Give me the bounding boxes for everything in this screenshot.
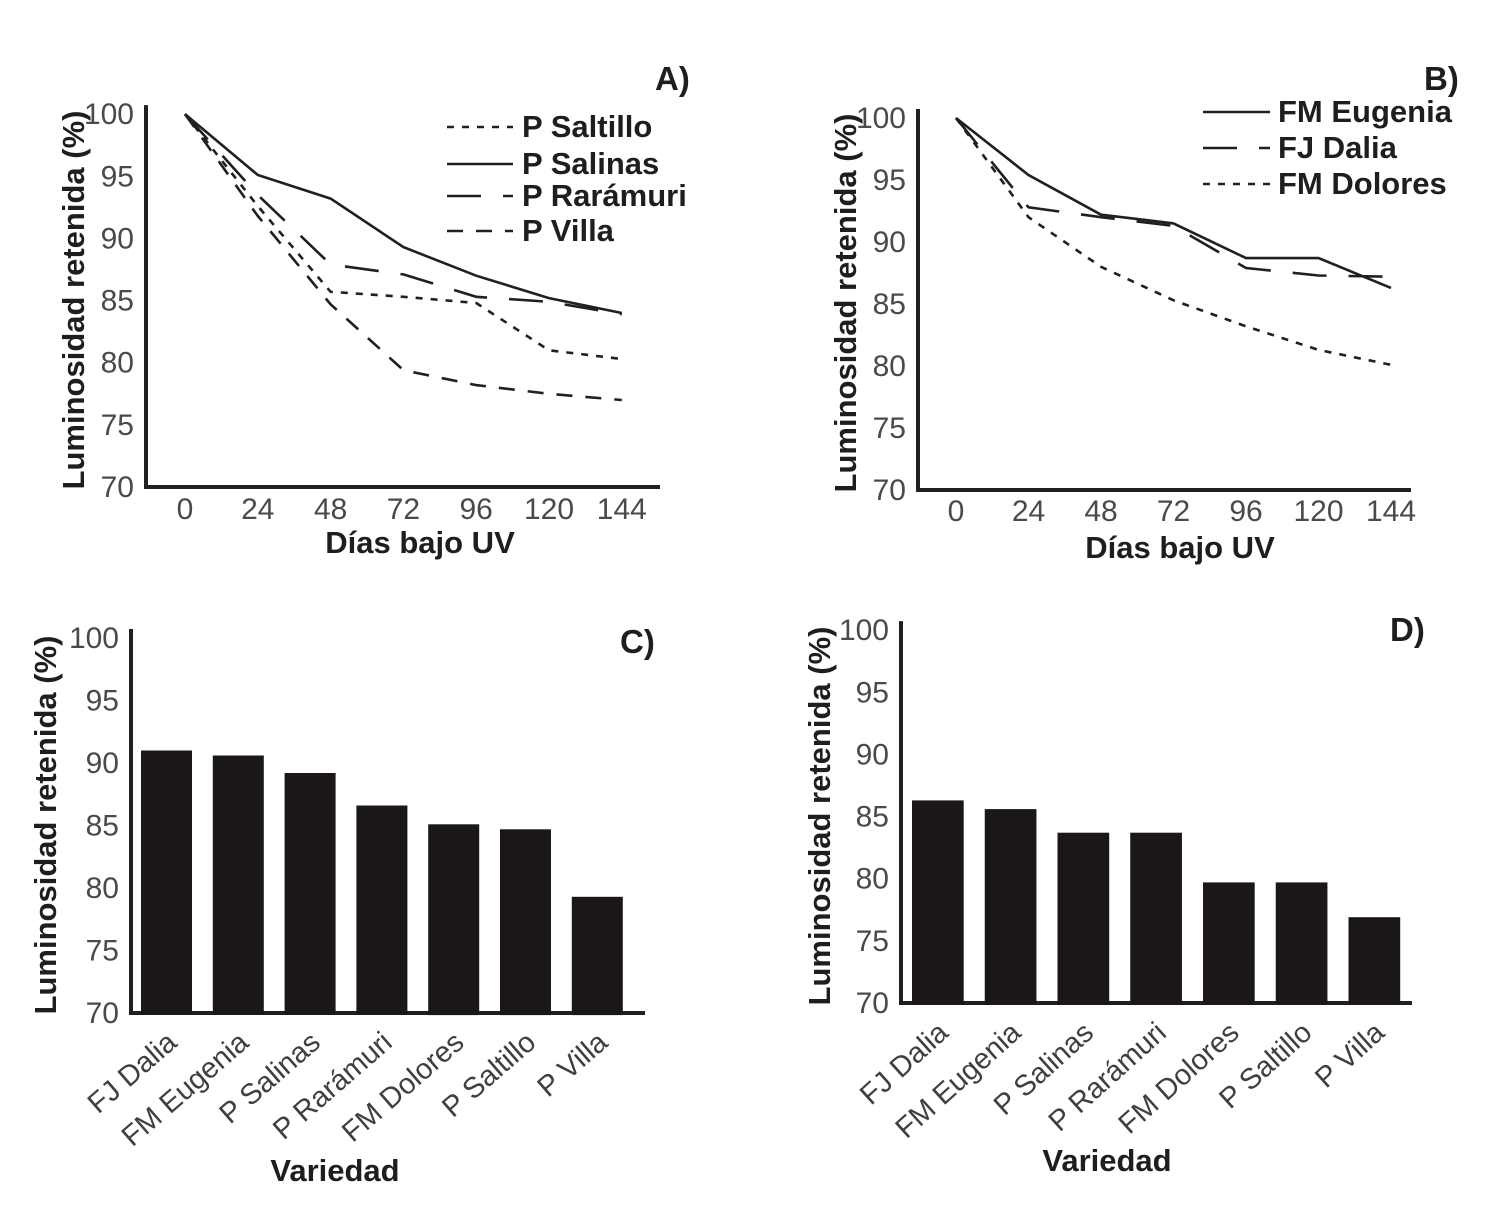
bar-p-rarámuri <box>356 805 408 1015</box>
chart-panel-a: 70 75 80 85 90 95 100 0 24 48 72 96 120 144 P Saltillo… <box>56 60 690 560</box>
x-tick-label: 96 <box>1229 495 1262 528</box>
x-tick-label: 24 <box>241 493 274 526</box>
y-tick-label: 75 <box>873 412 906 445</box>
x-tick-label: 48 <box>1084 495 1117 528</box>
y-tick-label: 100 <box>839 614 889 647</box>
y-tick-label: 90 <box>856 738 889 771</box>
y-tick-label: 100 <box>856 102 906 135</box>
bar-p-salinas <box>284 773 336 1015</box>
y-tick-label: 95 <box>873 164 906 197</box>
series-line-p-saltillo <box>183 113 622 361</box>
y-tick-label: 80 <box>101 347 134 380</box>
bar-p-salinas <box>1057 832 1110 1005</box>
x-tick-label: 72 <box>1157 495 1190 528</box>
y-tick-label: 85 <box>101 285 134 318</box>
legend-label: P Saltillo <box>522 109 652 144</box>
panel-letter: A) <box>655 60 690 97</box>
legend-label: P Villa <box>522 213 615 248</box>
y-tick-label: 75 <box>101 409 134 442</box>
panel-letter: B) <box>1424 60 1459 97</box>
y-tick-label: 85 <box>856 801 889 834</box>
legend-label: FM Eugenia <box>1278 94 1453 129</box>
y-axis-title: Luminosidad retenida (%) <box>828 114 863 493</box>
series-line-p-villa <box>183 113 622 402</box>
x-tick-label: 96 <box>460 493 493 526</box>
panel-letter: C) <box>620 623 655 660</box>
x-tick-label: 0 <box>177 493 194 526</box>
x-category-label: P Villa <box>1309 1016 1391 1095</box>
x-tick-label: 120 <box>524 493 574 526</box>
bar-p-saltillo <box>1275 882 1328 1005</box>
bar-fm-eugenia <box>984 809 1037 1005</box>
x-axis-title: Variedad <box>1042 1143 1171 1178</box>
x-tick-label: 24 <box>1012 495 1045 528</box>
y-tick-label: 95 <box>856 676 889 709</box>
y-tick-label: 70 <box>101 471 134 504</box>
legend-label: P Rarámuri <box>522 178 687 213</box>
bar-fj-dalia <box>141 750 192 1015</box>
y-tick-label: 75 <box>86 935 119 968</box>
y-tick-label: 80 <box>856 863 889 896</box>
x-tick-label: 0 <box>948 495 965 528</box>
y-tick-label: 80 <box>873 350 906 383</box>
x-tick-label: 144 <box>1366 495 1416 528</box>
chart-panel-b: 70 75 80 85 90 95 100 0 24 48 72 96 120 144 FM Eugenia… <box>828 60 1459 565</box>
bar-fm-dolores <box>1203 882 1255 1005</box>
y-tick-label: 90 <box>101 222 134 255</box>
series-line-p-salinas <box>184 113 623 315</box>
legend-label: P Salinas <box>522 146 659 181</box>
x-axis-title: Variedad <box>270 1153 399 1188</box>
x-tick-label: 48 <box>314 493 347 526</box>
y-tick-label: 75 <box>856 925 889 958</box>
y-axis-title: Luminosidad retenida (%) <box>28 636 63 1015</box>
bar-p-villa <box>571 896 623 1016</box>
x-axis-title: Días bajo UV <box>1085 530 1275 565</box>
y-tick-label: 100 <box>84 98 134 131</box>
y-tick-label: 90 <box>86 747 119 780</box>
y-tick-label: 90 <box>873 226 906 259</box>
y-tick-label: 95 <box>86 685 119 718</box>
legend-label: FJ Dalia <box>1278 130 1398 165</box>
bar-p-rarámuri <box>1130 832 1182 1005</box>
y-tick-label: 85 <box>86 810 119 843</box>
x-tick-label: 120 <box>1293 495 1343 528</box>
series-line-fm-dolores <box>954 117 1392 367</box>
y-tick-label: 80 <box>86 872 119 905</box>
x-tick-label: 144 <box>597 493 647 526</box>
series-line-p-rarámuri <box>184 113 623 316</box>
y-tick-label: 70 <box>856 987 889 1020</box>
series-line-fm-eugenia <box>955 116 1392 290</box>
bar-fm-dolores <box>428 824 480 1016</box>
x-axis-title: Días bajo UV <box>325 525 515 560</box>
x-category-label: P Villa <box>532 1026 615 1104</box>
panel-letter: D) <box>1390 611 1425 648</box>
y-tick-label: 70 <box>86 997 119 1030</box>
x-tick-label: 72 <box>387 493 420 526</box>
y-tick-label: 100 <box>69 622 119 655</box>
legend-label: FM Dolores <box>1278 166 1447 201</box>
y-tick-label: 95 <box>101 160 134 193</box>
y-tick-label: 85 <box>873 288 906 321</box>
bar-p-saltillo <box>500 829 551 1016</box>
bar-p-villa <box>1348 917 1401 1005</box>
y-axis-title: Luminosidad retenida (%) <box>56 111 91 490</box>
bar-fj-dalia <box>912 800 964 1005</box>
y-axis-title: Luminosidad retenida (%) <box>802 627 837 1006</box>
bar-fm-eugenia <box>212 755 264 1015</box>
series-line-fj-dalia <box>954 117 1392 278</box>
y-tick-label: 70 <box>873 474 906 507</box>
